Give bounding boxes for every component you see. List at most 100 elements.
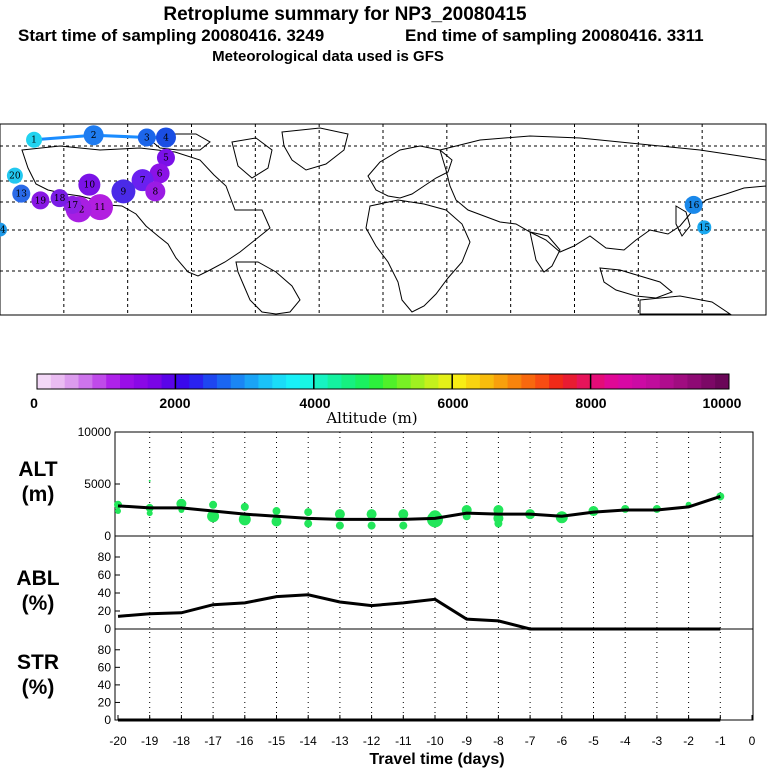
colorbar-tick-0: 0 [30, 395, 38, 411]
plume-marker-label: 20 [9, 172, 21, 182]
colorbar-cell [632, 374, 647, 389]
alt-point [271, 516, 282, 527]
colorbar-dividers [174, 374, 592, 389]
colorbar-cell [396, 374, 412, 389]
colorbar-frame [36, 373, 730, 390]
alt-point [304, 519, 313, 528]
colorbar-cell [64, 374, 80, 389]
y-tick-label: 20 [98, 695, 112, 709]
x-tick-label: -5 [588, 734, 599, 748]
colorbar-cell [203, 374, 218, 389]
colorbar-cell [715, 374, 730, 389]
plume-marker-4 [155, 127, 176, 148]
colorbar-cell [493, 374, 509, 389]
plume-marker-2 [83, 125, 104, 146]
x-tick-label: -18 [173, 734, 191, 748]
colorbar-cell [106, 374, 121, 389]
plume-marker-label: 13 [16, 190, 28, 200]
colorbar-cell [286, 374, 301, 389]
y-tick-label: 40 [98, 678, 112, 692]
plume-marker-label: 2 [91, 131, 97, 141]
plume-marker-6 [149, 163, 170, 184]
colorbar-cell [549, 374, 564, 389]
plume-marker-14 [0, 222, 7, 237]
colorbar-tick-10000: 10000 [703, 395, 742, 411]
plume-marker-label: 15 [699, 223, 711, 233]
alt-point [367, 521, 376, 530]
colorbar-cell [37, 374, 52, 389]
plume-marker-label: 19 [35, 196, 47, 206]
colorbar-cell [244, 374, 259, 389]
alt-ylabel-unit: (m) [22, 483, 55, 506]
plume-marker-15 [697, 220, 712, 235]
y-tick-label: 10000 [78, 425, 112, 439]
x-axis-label: Travel time (days) [369, 751, 504, 768]
alt-point [399, 521, 408, 530]
colorbar-tick-2000: 2000 [159, 395, 190, 411]
abl-panel: 0 20 40 60 80 [98, 550, 721, 636]
colorbar-cell [673, 374, 688, 389]
colorbar-cell [590, 374, 605, 389]
end-time-label: End time of sampling 20080416. 3311 [405, 26, 704, 45]
x-tick-label: -8 [493, 734, 504, 748]
plume-marker-label: 14 [0, 226, 6, 236]
y-tick-label: 0 [104, 622, 111, 636]
colorbar-cell [604, 374, 619, 389]
plume-marker-13 [12, 184, 31, 203]
plume-marker-1 [26, 131, 43, 148]
colorbar-cell [701, 374, 716, 389]
x-tick-label: -16 [236, 734, 254, 748]
colorbar-cell [230, 374, 246, 389]
colorbar-cell [452, 374, 467, 389]
str-ylabel-unit: (%) [22, 676, 55, 699]
colorbar-cell [576, 374, 592, 389]
x-tick-label: -1 [715, 734, 726, 748]
colorbar-cell [78, 374, 93, 389]
alt-point [207, 510, 220, 523]
time-series-panels: 0 5000 10000 0 20 40 60 80 0 20 40 60 80 ALT (m) A… [16, 425, 755, 768]
plume-marker-label: 9 [121, 187, 127, 197]
colorbar-cell [327, 374, 342, 389]
plume-marker-label: 17 [67, 201, 79, 211]
x-tick-label: -7 [525, 734, 536, 748]
colorbar-cell [50, 374, 66, 389]
alt-point [334, 509, 345, 520]
colorbar-cell [299, 374, 315, 389]
alt-point [494, 519, 503, 528]
alt-panel: 0 5000 10000 [78, 425, 725, 543]
alt-point [335, 521, 344, 530]
y-tick-label: 80 [98, 550, 112, 564]
x-tick-label: -9 [461, 734, 472, 748]
y-tick-label: 60 [98, 568, 112, 582]
alt-point [272, 507, 281, 516]
figure-title: Retroplume summary for NP3_20080415 [163, 4, 527, 25]
plume-marker-19 [31, 191, 50, 210]
world-map: 1234567891011121314151617181920 [0, 123, 767, 316]
colorbar-cell [618, 374, 633, 389]
colorbar-cell [341, 374, 356, 389]
plume-marker-9 [111, 179, 136, 204]
colorbar-cell [258, 374, 273, 389]
plume-marker-label: 10 [84, 181, 96, 191]
x-tick-label: -17 [204, 734, 222, 748]
colorbar-cell [410, 374, 426, 389]
str-panel: 0 20 40 60 80 [98, 643, 721, 727]
colorbar-cell [659, 374, 675, 389]
x-tick-label: -20 [109, 734, 127, 748]
x-tick-label: -6 [556, 734, 567, 748]
plume-marker-18 [50, 189, 69, 208]
x-tick-label: -10 [426, 734, 444, 748]
colorbar-cell [521, 374, 536, 389]
y-tick-label: 40 [98, 586, 112, 600]
map-coastlines [21, 127, 767, 315]
colorbar-cell [438, 374, 453, 389]
colorbar-cell [92, 374, 107, 389]
str-ylabel: STR [17, 651, 59, 674]
plume-marker-label: 8 [152, 187, 158, 197]
plume-marker-5 [156, 148, 175, 167]
colorbar-tick-4000: 4000 [299, 395, 330, 411]
abl-line [117, 593, 721, 631]
plume-marker-label: 11 [94, 203, 105, 213]
colorbar-cell [175, 374, 190, 389]
colorbar-cell [189, 374, 204, 389]
